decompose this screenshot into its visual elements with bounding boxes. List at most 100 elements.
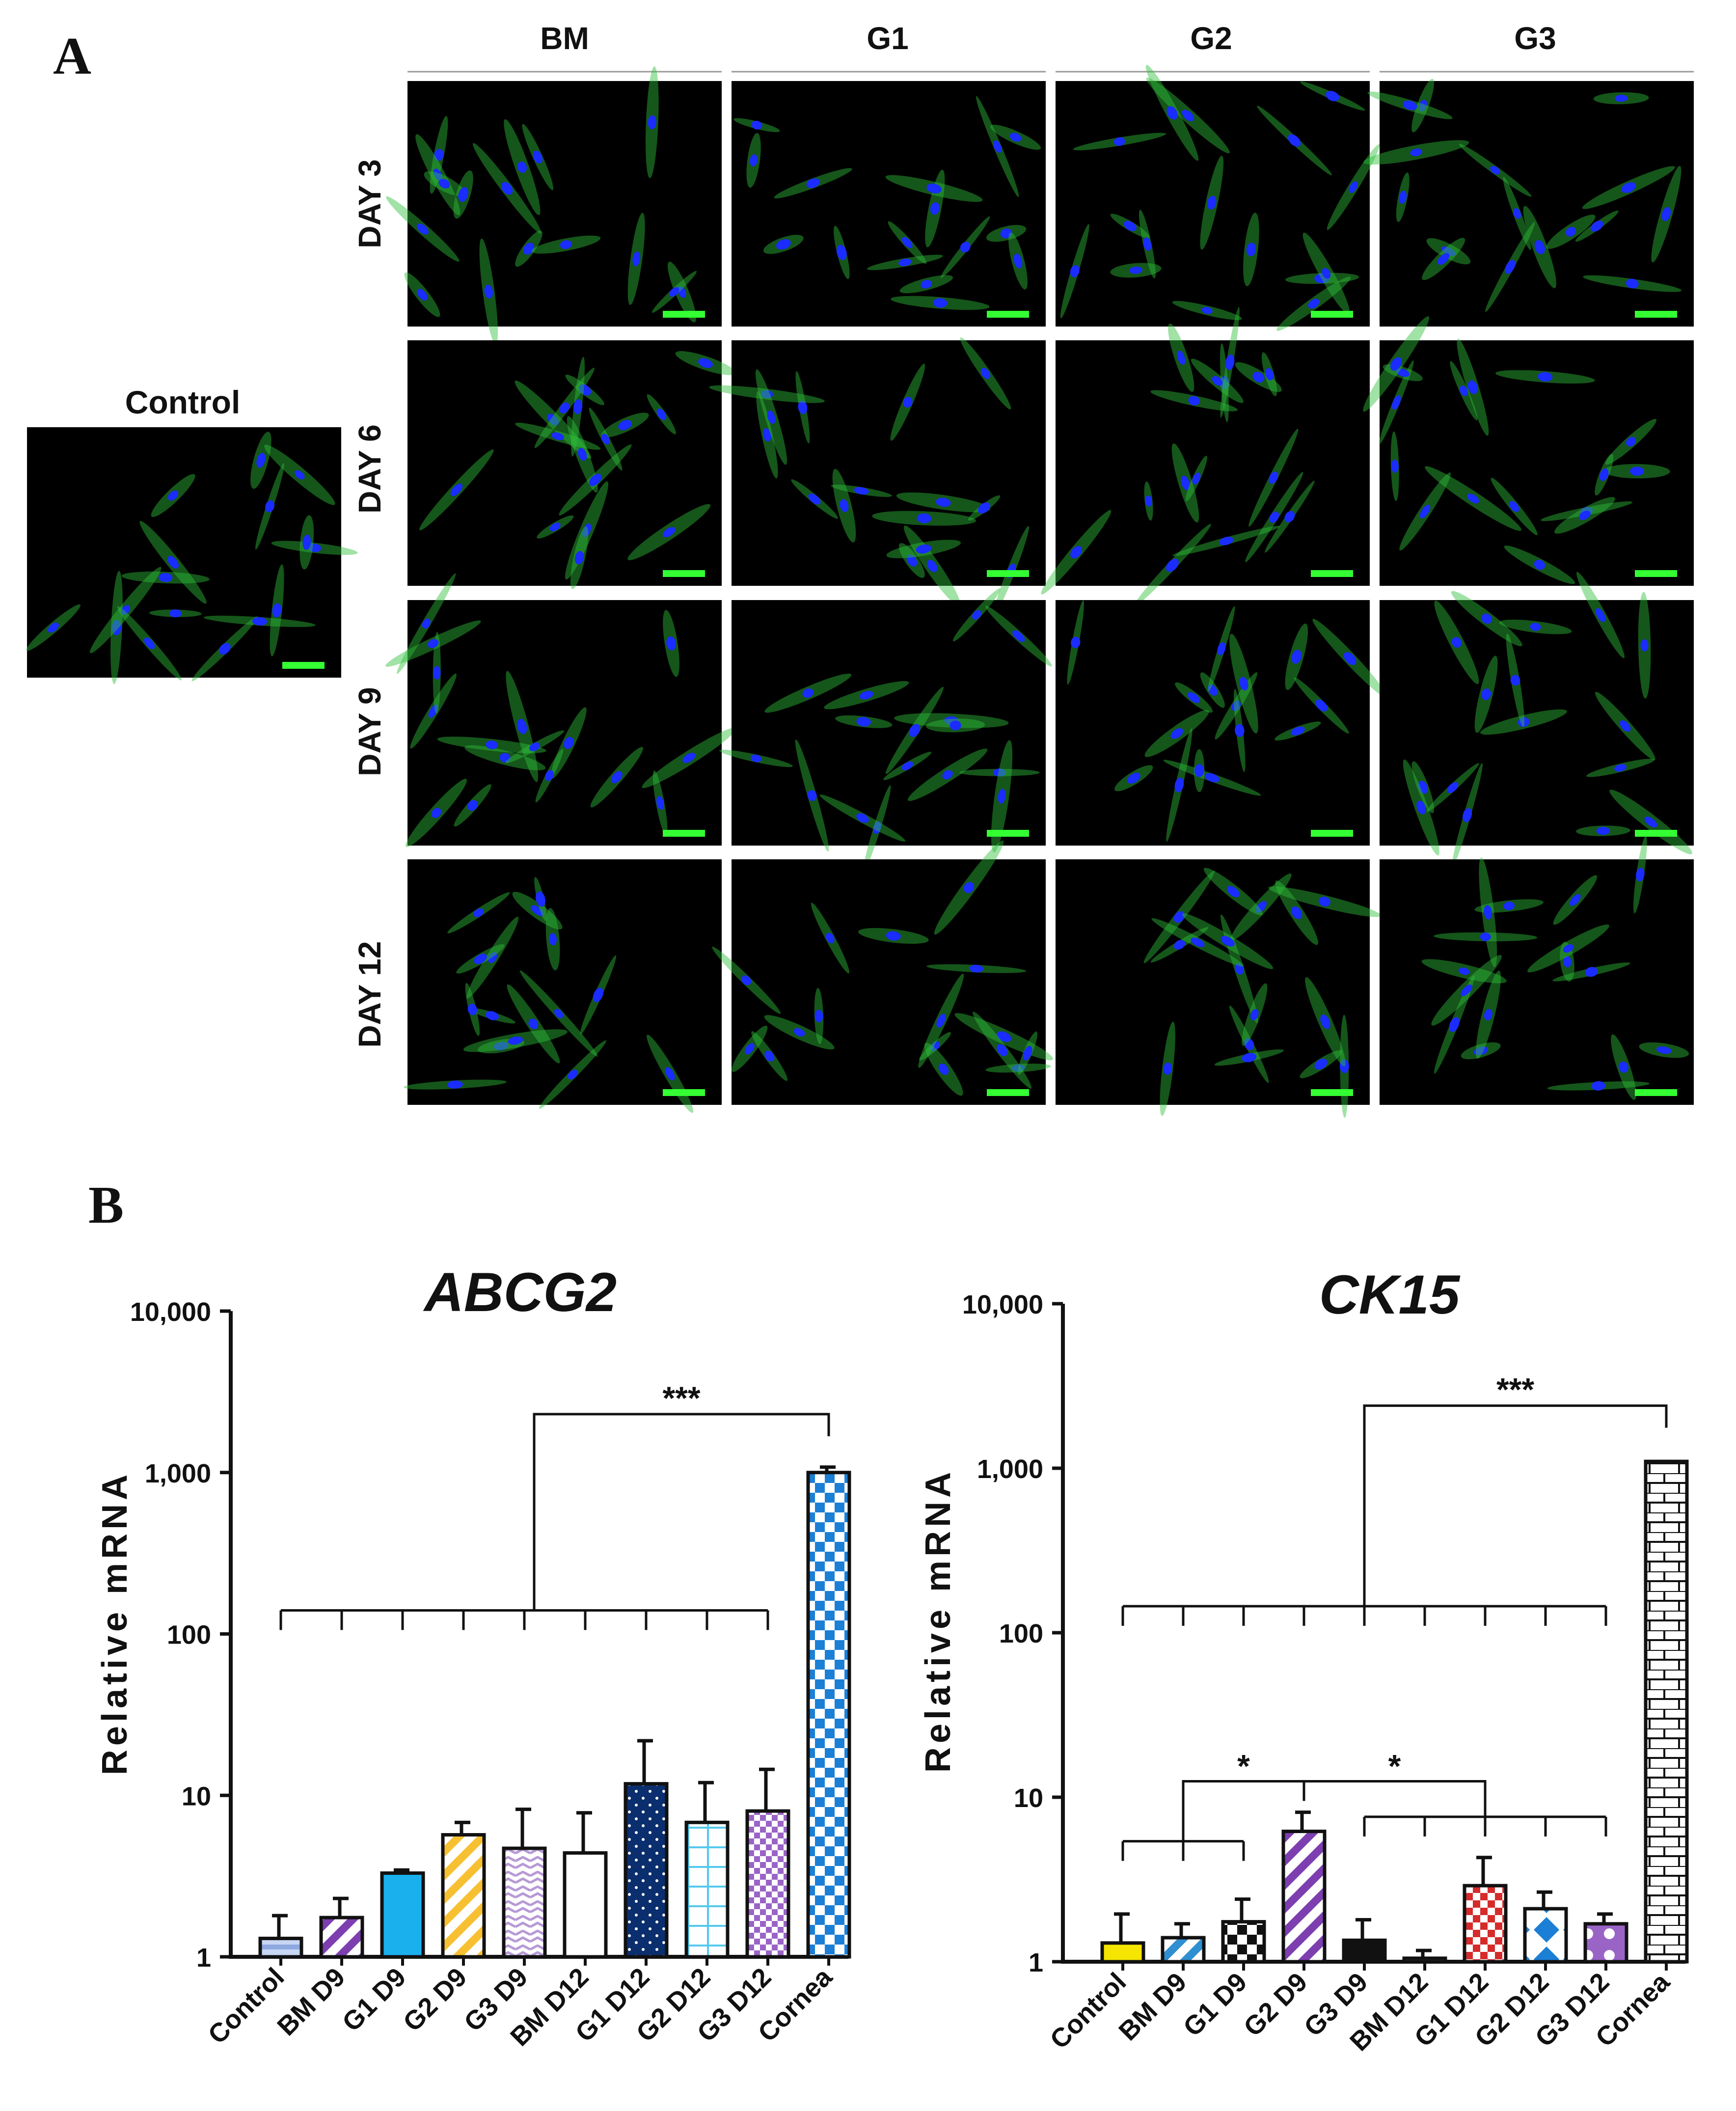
nucleus [1269, 471, 1278, 484]
nucleus [963, 882, 975, 893]
nucleus [1480, 932, 1491, 941]
nucleus [1326, 90, 1339, 102]
nucleus [308, 544, 321, 552]
scale-bar [1635, 570, 1677, 577]
nucleus [798, 400, 808, 414]
nucleus [906, 554, 917, 567]
nucleus [760, 390, 773, 399]
significance-bracket [533, 1413, 830, 1611]
nucleus [1579, 511, 1591, 521]
micrograph-3-3 [1380, 836, 1694, 1105]
nucleus [486, 1011, 499, 1020]
nucleus [669, 287, 679, 297]
nucleus [960, 242, 971, 253]
nucleus [1636, 868, 1645, 881]
scale-bar [987, 1089, 1029, 1096]
nucleus [678, 286, 686, 298]
nucleus [416, 223, 429, 235]
micrograph-1-1 [709, 337, 1046, 616]
micrograph-background [27, 427, 341, 678]
nucleus [1418, 781, 1428, 794]
nucleus [1661, 207, 1671, 221]
nucleus [530, 905, 544, 916]
nucleus [1242, 1053, 1257, 1063]
micrograph-background [1380, 600, 1694, 846]
bar-g1-d9 [1221, 1920, 1266, 1964]
bar-g3-d9 [1342, 1938, 1387, 1964]
nucleus [807, 790, 817, 801]
nucleus [573, 399, 583, 414]
nucleus [560, 240, 572, 249]
nucleus [589, 473, 602, 486]
nucleus [168, 490, 179, 501]
nucleus [1284, 511, 1295, 522]
nucleus [1620, 720, 1631, 732]
nucleus [1231, 700, 1241, 712]
nucleus [467, 800, 478, 811]
nucleus [1585, 967, 1598, 977]
nucleus [167, 556, 179, 569]
nucleus [1449, 1017, 1460, 1032]
nucleus [450, 483, 463, 496]
nucleus [666, 636, 677, 651]
nucleus [1460, 385, 1468, 396]
row-labels: DAY 3 DAY 6 DAY 9 DAY 12 [352, 159, 387, 1047]
y-tick-label: 1 [1029, 1948, 1043, 1977]
row-label-day-6: DAY 6 [352, 424, 387, 513]
nucleus [1235, 963, 1244, 975]
y-tick-label: 10,000 [962, 1290, 1043, 1319]
nucleus [1644, 816, 1657, 828]
bar-g1-d9 [380, 1871, 425, 1959]
micrograph-background [1380, 859, 1694, 1105]
micrograph-background [407, 81, 722, 327]
nucleus [1194, 764, 1204, 777]
nucleus [1343, 652, 1356, 665]
nucleus [1291, 650, 1302, 664]
nucleus [1563, 956, 1572, 968]
nucleus [1071, 636, 1081, 648]
nucleus [802, 688, 814, 698]
bar-g1-d12 [624, 1782, 669, 1959]
nucleus [1188, 396, 1200, 406]
nucleus [1174, 777, 1184, 793]
nucleus [764, 1050, 775, 1062]
nucleus [1467, 493, 1479, 504]
bar-g2-d9 [441, 1833, 486, 1959]
nucleus [578, 384, 591, 396]
nucleus [1441, 246, 1456, 256]
nucleus [969, 964, 983, 973]
scale-bar [1635, 830, 1677, 837]
nucleus [859, 690, 873, 700]
nucleus [936, 1014, 946, 1028]
nucleus [121, 605, 131, 615]
nucleus [1481, 688, 1491, 700]
nucleus [547, 413, 559, 426]
y-tick-label: 10 [1014, 1783, 1043, 1813]
nucleus [158, 573, 173, 582]
y-axis-label: Relative mRNA [919, 1468, 958, 1773]
nucleus [1490, 165, 1500, 175]
micrograph-background [732, 859, 1046, 1105]
nucleus [930, 202, 940, 215]
nucleus [1070, 546, 1082, 559]
nucleus [1320, 1014, 1330, 1029]
nucleus [1250, 1009, 1259, 1020]
nucleus [1217, 642, 1226, 656]
nucleus [662, 527, 676, 538]
micrograph-1-0 [407, 340, 736, 589]
nucleus [1458, 967, 1470, 975]
micrograph-grid [26, 65, 1694, 1118]
x-tick-label: BM D9 [271, 1962, 351, 2041]
nucleus [1614, 764, 1627, 772]
significance-label: *** [662, 1380, 700, 1416]
nucleus [1438, 253, 1450, 265]
nucleus [1191, 937, 1205, 947]
nucleus [508, 1036, 523, 1045]
nucleus [909, 724, 921, 737]
x-tick-label: Control [1044, 1967, 1132, 2055]
nucleus [458, 187, 468, 202]
nucleus [438, 179, 450, 189]
nucleus [903, 397, 913, 408]
nucleus [1023, 1045, 1032, 1061]
row-label-day-3: DAY 3 [352, 159, 387, 248]
